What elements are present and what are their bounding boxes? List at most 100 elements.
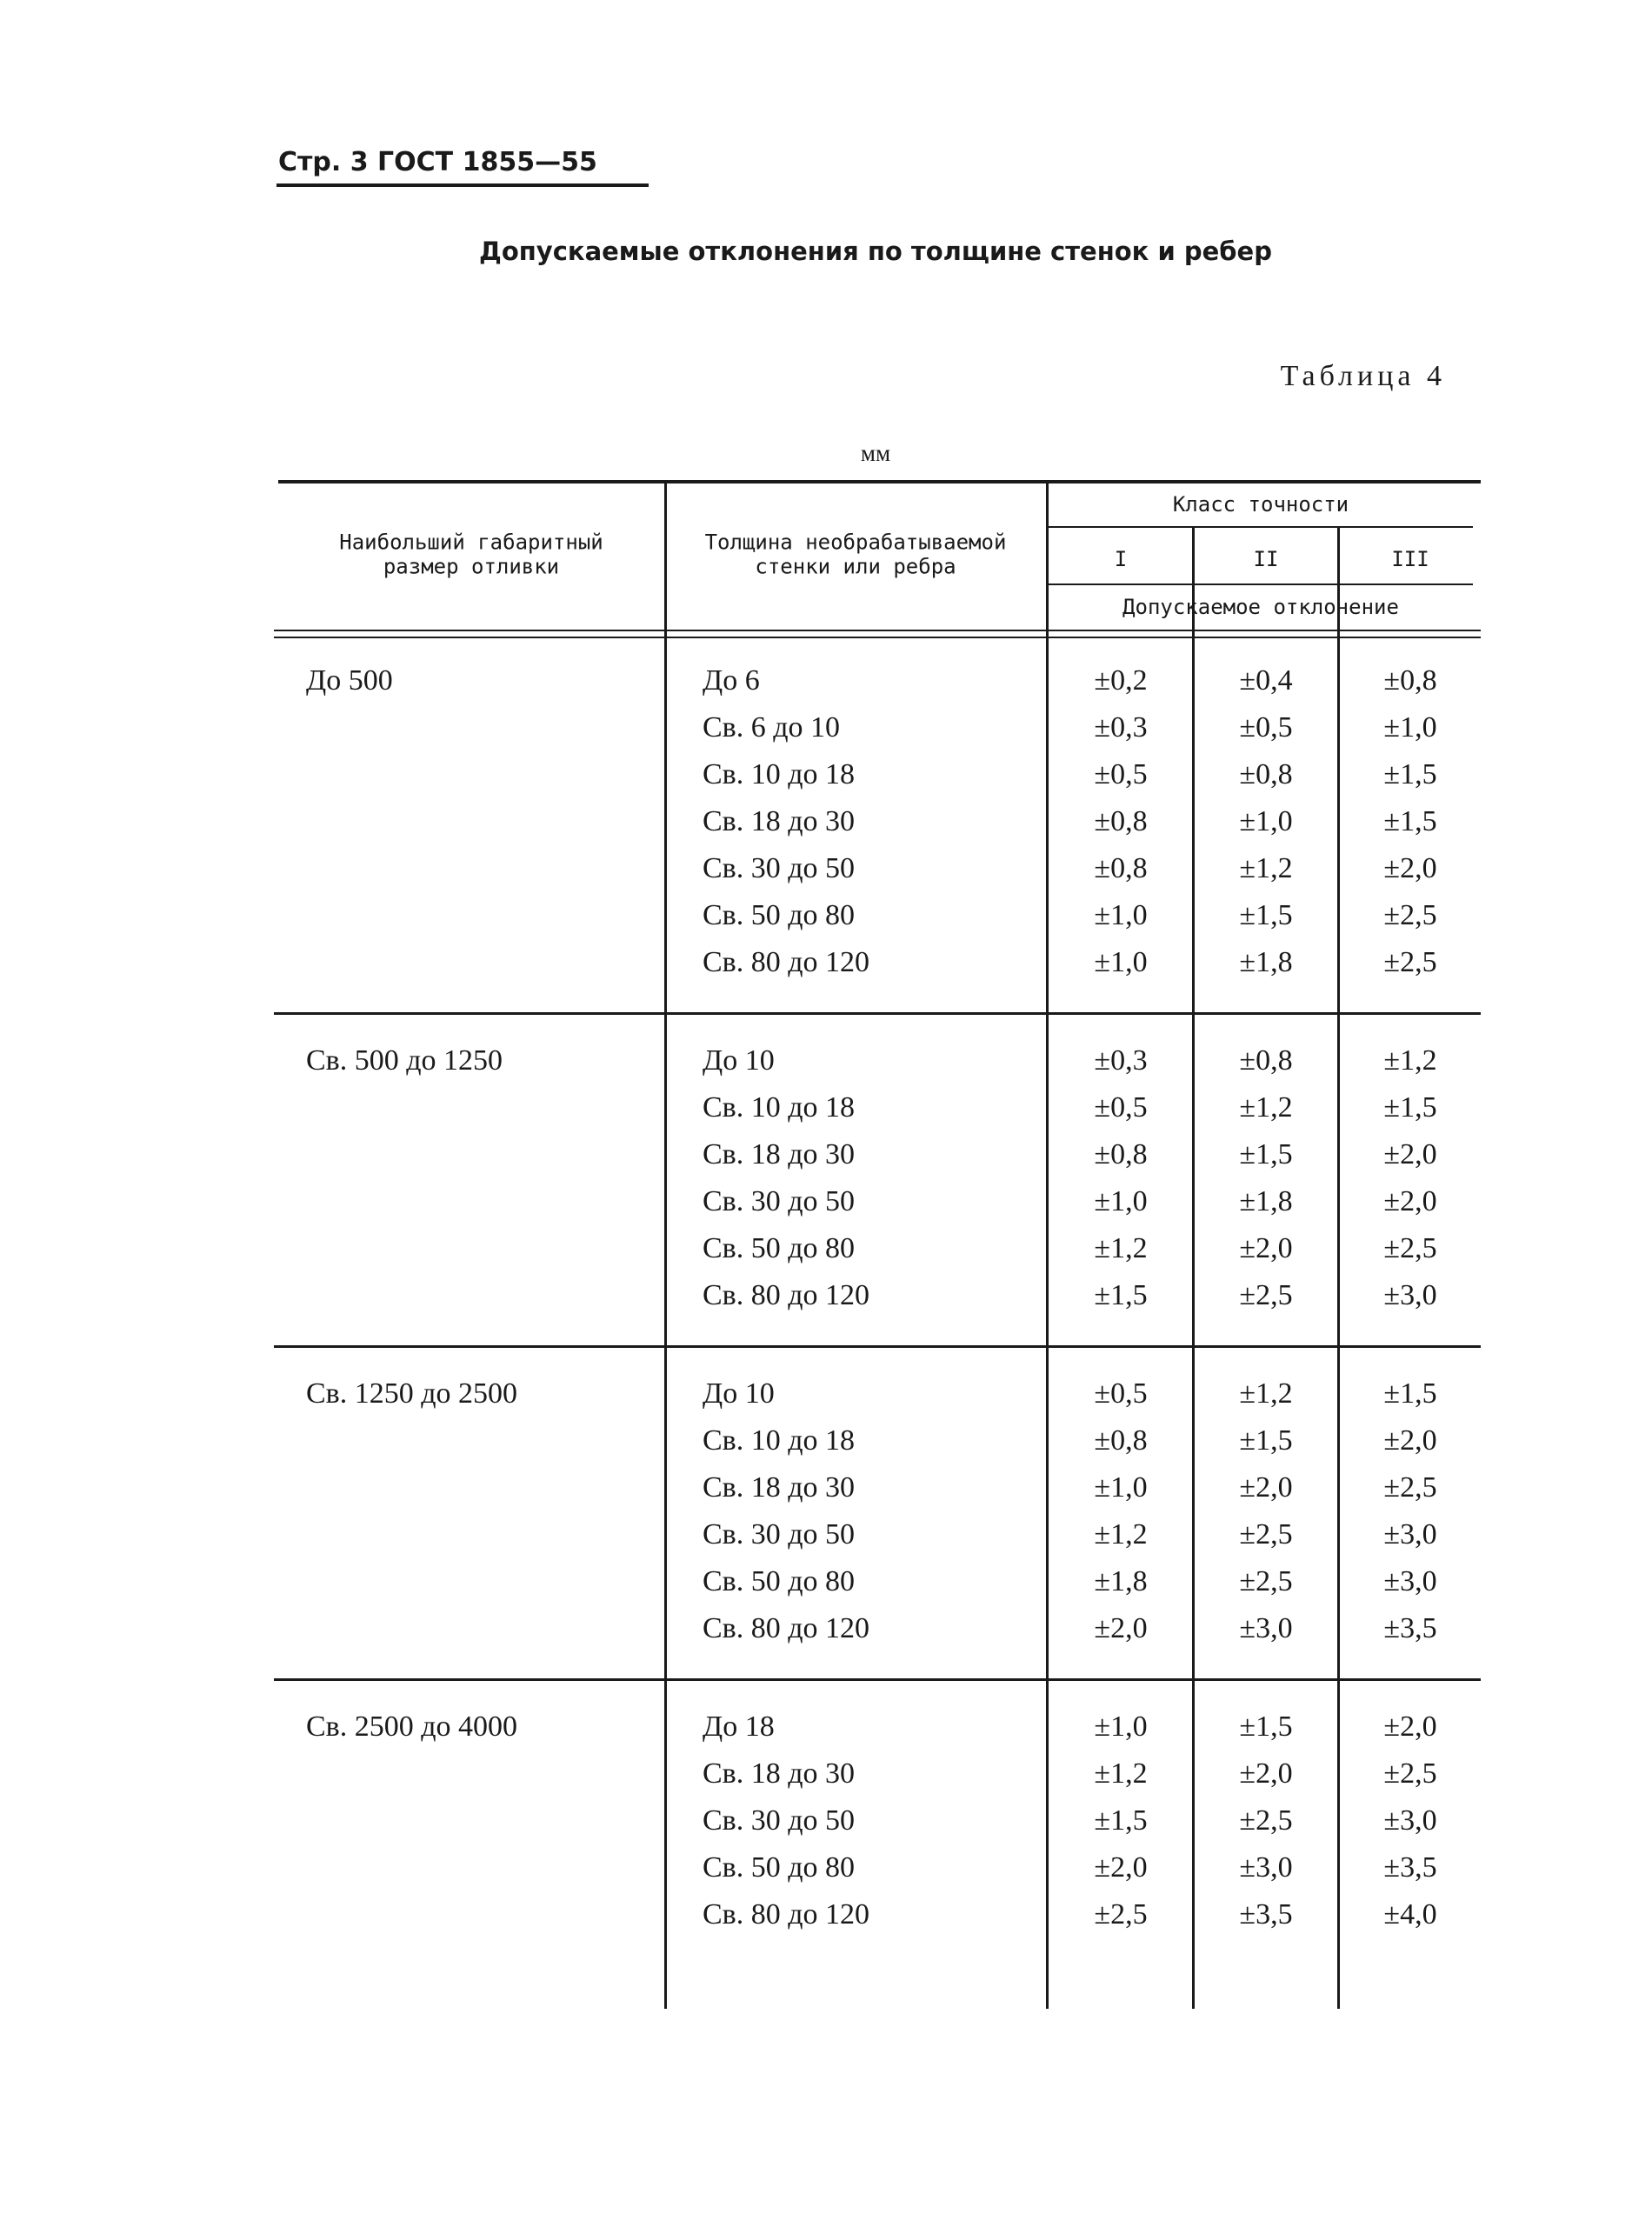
deviation-cell: ±1,0 — [1094, 1471, 1148, 1504]
deviation-cell: ±1,8 — [1094, 1565, 1148, 1597]
thickness-cell: Св. 6 до 10 — [703, 711, 841, 744]
deviation-cell: ±3,0 — [1383, 1279, 1437, 1311]
header-rule — [1047, 526, 1473, 528]
deviation-cell: ±2,5 — [1383, 1232, 1437, 1264]
deviation-cell: ±1,0 — [1239, 805, 1293, 837]
deviation-cell: ±2,0 — [1383, 1711, 1437, 1743]
deviation-cell: ±2,0 — [1383, 1424, 1437, 1457]
column-header: Наибольший габаритный размер отливки — [339, 530, 603, 578]
deviation-cell: ±2,0 — [1383, 1185, 1437, 1217]
deviation-cell: ±1,5 — [1383, 758, 1437, 790]
thickness-cell: Св. 30 до 50 — [703, 1804, 856, 1837]
deviation-cell: ±0,3 — [1094, 711, 1148, 744]
deviation-cell: ±1,0 — [1094, 1711, 1148, 1743]
thickness-cell: Св. 50 до 80 — [703, 899, 856, 931]
thickness-cell: Св. 18 до 30 — [703, 1471, 856, 1504]
deviation-cell: ±2,5 — [1239, 1518, 1293, 1550]
deviation-cell: ±1,2 — [1239, 852, 1293, 884]
size-cell: Св. 2500 до 4000 — [306, 1711, 518, 1743]
deviation-cell: ±1,5 — [1383, 1091, 1437, 1124]
thickness-cell: Св. 80 до 120 — [703, 1279, 870, 1311]
deviation-cell: ±3,0 — [1383, 1804, 1437, 1837]
unit: мм — [860, 440, 891, 466]
title: Допускаемые отклонения по толщине стенок… — [479, 237, 1272, 266]
deviation-cell: ±1,0 — [1094, 946, 1148, 978]
deviation-cell: ±1,8 — [1239, 1185, 1293, 1217]
thickness-cell: Св. 80 до 120 — [703, 946, 870, 978]
deviation-cell: ±1,5 — [1094, 1279, 1148, 1311]
deviation-cell: ±2,0 — [1094, 1851, 1148, 1884]
deviation-cell: ±0,8 — [1383, 664, 1437, 697]
thickness-cell: Св. 10 до 18 — [703, 758, 856, 790]
deviation-cell: ±3,0 — [1383, 1565, 1437, 1597]
size-cell: До 500 — [306, 664, 393, 697]
thickness-cell: Св. 30 до 50 — [703, 852, 856, 884]
thickness-cell: Св. 30 до 50 — [703, 1518, 856, 1550]
thickness-cell: Св. 10 до 18 — [703, 1424, 856, 1457]
deviation-cell: ±1,2 — [1094, 1757, 1148, 1790]
group-rule — [274, 1012, 1481, 1015]
deviation-cell: ±0,3 — [1094, 1044, 1148, 1077]
deviation-cell: ±4,0 — [1383, 1898, 1437, 1931]
thickness-cell: Св. 50 до 80 — [703, 1565, 856, 1597]
deviation-cell: ±1,5 — [1094, 1804, 1148, 1837]
deviation-cell: ±3,0 — [1239, 1612, 1293, 1644]
table-top-rule — [278, 480, 1481, 483]
deviation-cell: ±3,5 — [1239, 1898, 1293, 1931]
deviation-cell: ±1,2 — [1383, 1044, 1437, 1077]
deviation-cell: ±0,4 — [1239, 664, 1293, 697]
class-header: I — [1114, 547, 1128, 572]
deviation-cell: ±0,2 — [1094, 664, 1148, 697]
deviation-cell: ±2,0 — [1094, 1612, 1148, 1644]
deviation-cell: ±2,0 — [1239, 1471, 1293, 1504]
deviation-cell: ±0,8 — [1239, 1044, 1293, 1077]
deviation-cell: ±2,5 — [1383, 946, 1437, 978]
deviation-cell: ±2,5 — [1383, 1757, 1437, 1790]
header-double-rule — [274, 637, 1481, 638]
deviation-cell: ±1,2 — [1239, 1377, 1293, 1410]
deviation-cell: ±2,5 — [1239, 1804, 1293, 1837]
deviation-cell: ±0,8 — [1094, 852, 1148, 884]
deviation-cell: ±1,5 — [1239, 899, 1293, 931]
deviation-cell: ±3,5 — [1383, 1612, 1437, 1644]
deviation-cell: ±0,8 — [1094, 805, 1148, 837]
deviation-cell: ±1,5 — [1383, 1377, 1437, 1410]
thickness-cell: До 10 — [703, 1044, 775, 1077]
deviation-cell: ±2,5 — [1239, 1279, 1293, 1311]
table-label: Таблица 4 — [1280, 360, 1446, 392]
deviation-cell: ±2,5 — [1239, 1565, 1293, 1597]
deviation-cell: ±2,5 — [1094, 1898, 1148, 1931]
thickness-cell: Св. 80 до 120 — [703, 1612, 870, 1644]
deviation-cell: ±1,0 — [1383, 711, 1437, 744]
group-rule — [274, 1678, 1481, 1681]
thickness-cell: Св. 18 до 30 — [703, 1757, 856, 1790]
thickness-cell: Св. 18 до 30 — [703, 805, 856, 837]
thickness-cell: До 10 — [703, 1377, 775, 1410]
page-header: Стр. 3 ГОСТ 1855—55 — [278, 147, 597, 177]
deviation-cell: ±2,0 — [1239, 1757, 1293, 1790]
size-cell: Св. 1250 до 2500 — [306, 1377, 518, 1410]
deviation-cell: ±2,0 — [1383, 1138, 1437, 1170]
deviation-cell: ±1,5 — [1239, 1711, 1293, 1743]
deviation-cell: ±0,5 — [1094, 1377, 1148, 1410]
thickness-cell: Св. 10 до 18 — [703, 1091, 856, 1124]
deviation-cell: ±0,5 — [1094, 758, 1148, 790]
column-rule — [664, 483, 667, 2009]
header-rule — [1047, 584, 1473, 585]
thickness-cell: Св. 30 до 50 — [703, 1185, 856, 1217]
deviation-cell: ±3,5 — [1383, 1851, 1437, 1884]
column-header: Класс точности — [1172, 492, 1349, 517]
deviation-cell: ±1,0 — [1094, 899, 1148, 931]
deviation-cell: ±2,5 — [1383, 899, 1437, 931]
thickness-cell: Св. 50 до 80 — [703, 1851, 856, 1884]
thickness-cell: До 18 — [703, 1711, 775, 1743]
deviation-cell: ±3,0 — [1383, 1518, 1437, 1550]
deviation-cell: ±0,5 — [1094, 1091, 1148, 1124]
column-rule — [1337, 528, 1340, 2009]
size-cell: Св. 500 до 1250 — [306, 1044, 503, 1077]
thickness-cell: До 6 — [703, 664, 760, 697]
deviation-cell: ±1,2 — [1094, 1232, 1148, 1264]
column-header: Толщина необрабатываемой стенки или ребр… — [704, 530, 1007, 578]
deviation-cell: ±1,5 — [1383, 805, 1437, 837]
deviation-cell: ±1,2 — [1239, 1091, 1293, 1124]
